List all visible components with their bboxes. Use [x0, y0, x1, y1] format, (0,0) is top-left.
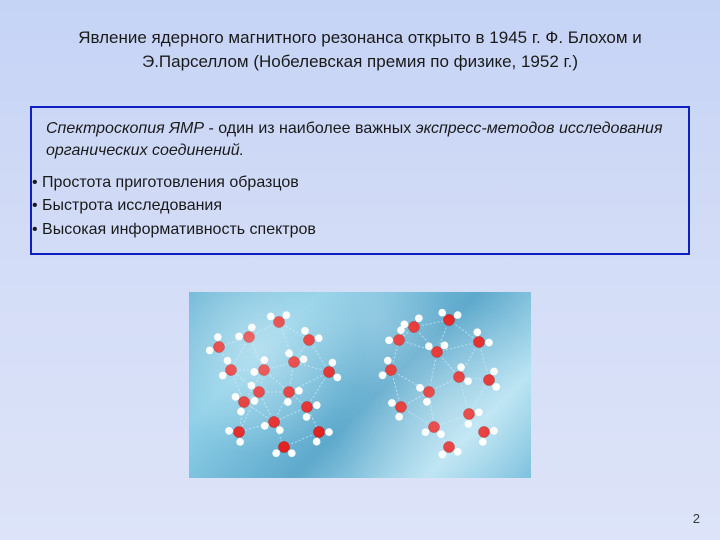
molecule-figure	[189, 292, 531, 478]
slide-title: Явление ядерного магнитного резонанса от…	[30, 26, 690, 74]
bullet-item: Быстрота исследования	[32, 194, 674, 217]
bullet-item: Высокая информативность спектров	[32, 218, 674, 241]
page-number: 2	[693, 511, 700, 526]
lead-italic-1: Спектроскопия ЯМР	[46, 120, 204, 137]
molecule-svg	[189, 292, 531, 478]
lead-mid: - один из наиболее важных	[204, 120, 416, 137]
box-bullets: Простота приготовления образцов Быстрота…	[32, 171, 674, 241]
highlight-box: Спектроскопия ЯМР - один из наиболее важ…	[30, 106, 690, 255]
bullet-item: Простота приготовления образцов	[32, 171, 674, 194]
box-lead: Спектроскопия ЯМР - один из наиболее важ…	[46, 118, 674, 161]
